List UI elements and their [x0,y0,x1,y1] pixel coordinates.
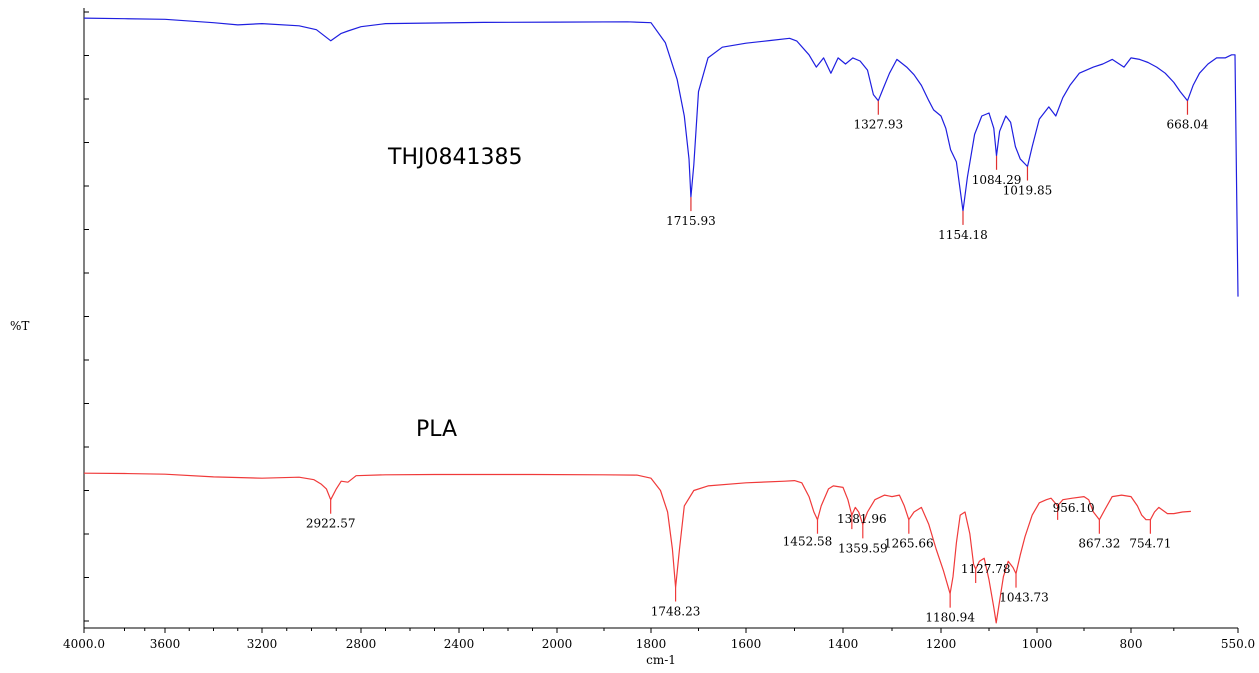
peak-label: 1381.96 [837,512,887,526]
peak-label: 668.04 [1166,118,1208,132]
peak-label: 1084.29 [972,173,1022,187]
peak-label: 867.32 [1078,537,1120,551]
x-tick-label: 3200 [247,637,278,651]
series-title-thj0841385: THJ0841385 [387,145,522,170]
peak-label: 1748.23 [651,605,701,619]
x-tick-label: 1000 [1022,637,1053,651]
peak-label: 1019.85 [1003,184,1053,198]
series-line-thj0841385 [83,17,1239,297]
peak-label: 2922.57 [306,517,356,531]
peak-label: 1359.59 [838,541,888,555]
x-tick-label: 1400 [828,637,859,651]
x-tick-label: 1800 [636,637,667,651]
series-title-pla: PLA [416,417,457,442]
x-tick-label: 800 [1120,637,1143,651]
peak-label: 1127.78 [961,562,1011,576]
peak-label: 1715.93 [666,214,716,228]
x-tick-label: 2000 [542,637,573,651]
x-axis-label: cm-1 [646,653,676,667]
x-tick-label: 1200 [926,637,957,651]
x-tick-label: 3600 [150,637,181,651]
x-tick-label: 2400 [444,637,475,651]
x-tick-label: 2800 [346,637,377,651]
x-tick-label: 4000.0 [63,637,105,651]
peak-label: 1043.73 [999,591,1049,605]
axes: 4000.0 3600 3200 2800 2400 2000 1800 1600 1400 12… [63,8,1255,651]
peak-label: 1265.66 [884,537,934,551]
peak-label: 1327.93 [854,118,904,132]
peak-label: 754.71 [1129,537,1171,551]
x-tick-label: 1600 [731,637,762,651]
series-layer [83,17,1239,624]
peak-label: 956.10 [1053,501,1095,515]
series-line-pla [83,472,1191,624]
y-axis-label: %T [10,319,29,333]
x-tick-label: 550.0 [1221,637,1255,651]
peak-label: 1452.58 [783,535,833,549]
peak-label: 1154.18 [938,228,988,242]
peak-label: 1180.94 [925,611,975,625]
